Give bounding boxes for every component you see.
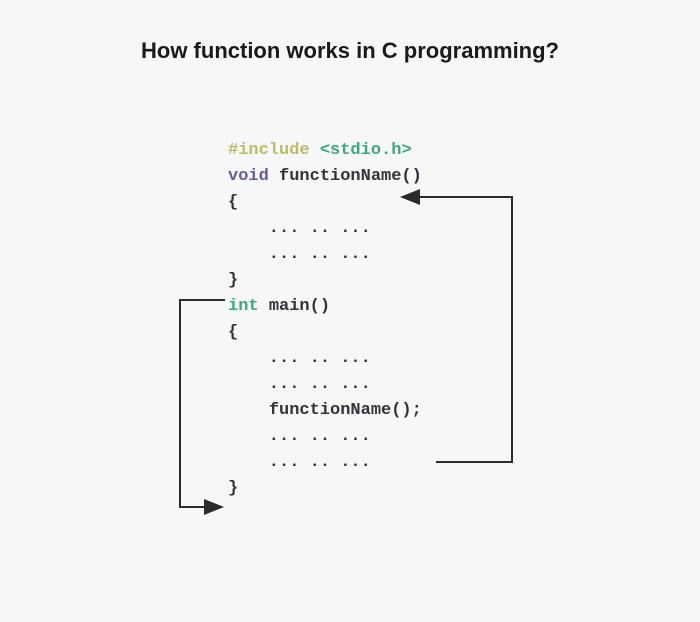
- body-dots: ... .. ...: [228, 372, 422, 398]
- body-dots: ... .. ...: [228, 450, 422, 476]
- header-token: <stdio.h>: [320, 141, 412, 160]
- int-keyword: int: [228, 297, 269, 316]
- code-block: #include <stdio.h> void functionName() {…: [228, 138, 422, 502]
- main-name: main(): [269, 297, 330, 316]
- func-decl-line: void functionName(): [228, 164, 422, 190]
- brace-close: }: [228, 476, 422, 502]
- return-arrow: [180, 300, 225, 507]
- body-dots: ... .. ...: [228, 346, 422, 372]
- diagram-title: How function works in C programming?: [0, 38, 700, 64]
- main-decl-line: int main(): [228, 294, 422, 320]
- directive-token: #include: [228, 141, 320, 160]
- brace-open: {: [228, 320, 422, 346]
- call-line: functionName();: [228, 398, 422, 424]
- body-dots: ... .. ...: [228, 242, 422, 268]
- void-keyword: void: [228, 167, 279, 186]
- call-text: functionName();: [269, 401, 422, 420]
- include-line: #include <stdio.h>: [228, 138, 422, 164]
- body-dots: ... .. ...: [228, 424, 422, 450]
- brace-close: }: [228, 268, 422, 294]
- body-dots: ... .. ...: [228, 216, 422, 242]
- brace-open: {: [228, 190, 422, 216]
- call-indent: [228, 401, 269, 420]
- func-name: functionName(): [279, 167, 422, 186]
